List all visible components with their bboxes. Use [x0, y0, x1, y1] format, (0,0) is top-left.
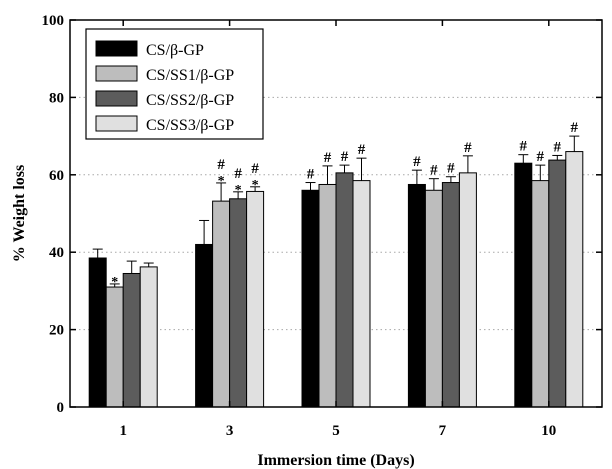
bar — [531, 180, 550, 408]
asterisk-mark: * — [252, 178, 259, 193]
bar — [122, 272, 141, 408]
bar — [318, 183, 337, 408]
y-tick-label: 40 — [49, 245, 64, 261]
y-tick-label: 60 — [49, 168, 64, 184]
bar — [458, 172, 477, 408]
bar — [352, 180, 371, 408]
hash-mark: # — [234, 166, 242, 182]
hash-mark: # — [554, 139, 562, 155]
bar — [139, 266, 158, 408]
bar — [246, 190, 265, 408]
significance-marks: **#*#*# ## # ### ## #### — [111, 120, 578, 290]
x-tick-label: 10 — [541, 423, 556, 439]
hash-mark: # — [307, 167, 315, 183]
bar — [424, 189, 443, 408]
bar — [195, 243, 214, 408]
y-axis-title: % Weight loss — [11, 165, 28, 263]
hash-mark: # — [324, 150, 332, 166]
bar — [407, 183, 426, 408]
hash-mark: # — [464, 140, 472, 156]
legend-swatch — [95, 65, 138, 82]
hash-mark: # — [571, 120, 579, 136]
bars — [88, 151, 584, 408]
hash-mark: # — [537, 149, 545, 165]
x-tick-label: 7 — [439, 423, 447, 439]
x-tick-label: 3 — [226, 423, 234, 439]
y-tick-label: 20 — [49, 323, 64, 339]
bar — [105, 286, 124, 408]
hash-mark: # — [520, 139, 528, 155]
hash-mark: # — [413, 154, 421, 170]
x-tick-label: 1 — [119, 423, 127, 439]
bar — [548, 159, 567, 408]
bar — [88, 257, 107, 408]
hash-mark: # — [430, 163, 438, 179]
legend-swatch — [95, 90, 138, 107]
legend-label: CS/SS1/β-GP — [146, 67, 234, 84]
legend-label: CS/SS2/β-GP — [146, 92, 234, 109]
x-axis-ticks: 1 3 5 7 10 — [119, 20, 556, 439]
hash-mark: # — [217, 157, 225, 173]
bar — [335, 172, 354, 408]
hash-mark: # — [447, 161, 455, 177]
hash-mark: # — [251, 161, 259, 177]
y-tick-label: 80 — [49, 90, 64, 106]
y-tick-label: 0 — [57, 400, 65, 416]
asterisk-mark: * — [235, 183, 242, 198]
bar — [229, 198, 248, 408]
legend-label: CS/SS3/β-GP — [146, 117, 234, 134]
y-axis-ticks: 0 20 40 60 80 100 — [42, 13, 602, 416]
bar — [514, 162, 533, 408]
hash-mark: # — [358, 142, 366, 158]
bar — [301, 189, 320, 408]
x-axis-title: Immersion time (Days) — [257, 452, 414, 469]
legend-swatch — [95, 40, 138, 57]
legend: CS/β-GP CS/SS1/β-GP CS/SS2/β-GP CS/SS3/β-GP — [85, 28, 264, 140]
x-tick-label: 5 — [332, 423, 340, 439]
bar — [441, 182, 460, 408]
asterisk-mark: * — [218, 174, 225, 189]
asterisk-mark: * — [111, 275, 118, 290]
legend-swatch — [95, 115, 138, 132]
error-bars — [92, 135, 580, 288]
legend-label: CS/β-GP — [146, 42, 204, 59]
hash-mark: # — [341, 149, 349, 165]
bar — [212, 200, 231, 408]
y-tick-label: 100 — [42, 13, 65, 29]
bar — [565, 151, 584, 408]
